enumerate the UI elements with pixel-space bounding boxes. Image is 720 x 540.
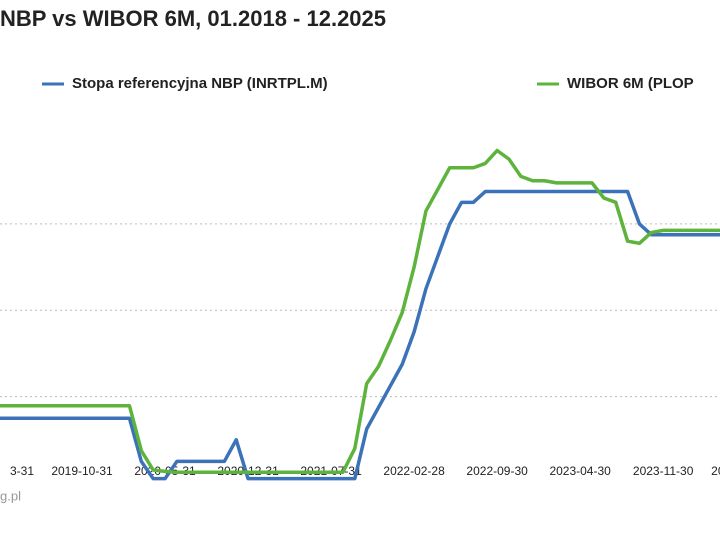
series-line: [0, 148, 720, 474]
x-tick-label: 2019-10-31: [51, 464, 113, 478]
legend-label: WIBOR 6M (PLOP: [567, 75, 694, 92]
x-tick-label: 2023-04-30: [549, 464, 611, 478]
x-tick-label: 3-31: [10, 464, 34, 478]
legend-label: Stopa referencyjna NBP (INRTPL.M): [72, 75, 328, 92]
series-line: [0, 189, 720, 481]
x-tick-label: 2023-11-30: [633, 464, 694, 478]
chart-title: NBP vs WIBOR 6M, 01.2018 - 12.2025: [0, 6, 386, 31]
x-tick-label: 2022-02-28: [383, 464, 445, 478]
source: g.pl: [0, 488, 21, 503]
x-tick-label: 2022-09-30: [466, 464, 528, 478]
x-tick-label: 202: [711, 464, 720, 478]
